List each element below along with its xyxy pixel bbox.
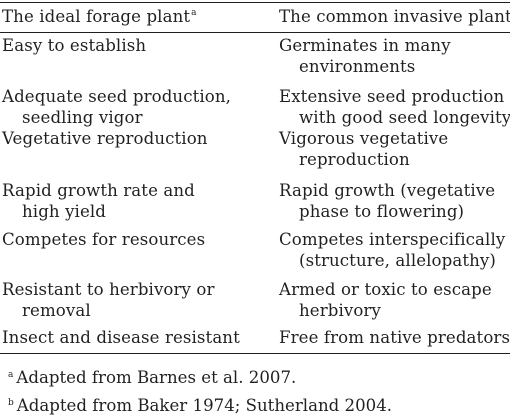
cell-line: Germinates in many xyxy=(279,36,451,55)
cell-line: Easy to establish xyxy=(2,36,147,55)
cell-line: Rapid growth (vegetative xyxy=(279,181,496,200)
table-top-rule xyxy=(0,2,510,3)
table-cell: Extensive seed production with good seed… xyxy=(279,86,510,128)
table-cell: Free from native predators xyxy=(279,327,510,348)
table-cell: Germinates in many environments xyxy=(279,35,451,77)
cell-line: Adequate seed production, xyxy=(2,87,232,106)
footnote-text: Adapted from Baker 1974; Sutherland 2004… xyxy=(16,396,393,415)
footnote-mark: b xyxy=(8,398,14,408)
cell-line-continued: removal xyxy=(22,301,91,320)
cell-line-continued: with good seed longevity xyxy=(299,108,510,127)
header-text: The ideal forage plant xyxy=(2,7,191,26)
cell-line-continued: seedling vigor xyxy=(22,108,143,127)
cell-line: Rapid growth rate and xyxy=(2,181,195,200)
cell-line: Extensive seed production xyxy=(279,87,505,106)
cell-line-continued: herbivory xyxy=(299,301,381,320)
cell-line: Free from native predators xyxy=(279,328,510,347)
table-cell: Adequate seed production, seedling vigor xyxy=(2,86,231,128)
table-cell: Rapid growth (vegetative phase to flower… xyxy=(279,180,495,222)
table-cell: Rapid growth rate and high yield xyxy=(2,180,195,222)
table-cell: Competes for resources xyxy=(2,229,205,250)
cell-line: Competes interspecifically xyxy=(279,230,506,249)
cell-line: Armed or toxic to escape xyxy=(279,280,492,299)
cell-line: Vegetative reproduction xyxy=(2,129,208,148)
footnote-text: Adapted from Barnes et al. 2007. xyxy=(16,368,297,387)
table-cell: Easy to establish xyxy=(2,35,146,56)
header-text: The common invasive plant xyxy=(279,7,510,26)
table-cell: Resistant to herbivory or removal xyxy=(2,279,215,321)
footnote-a: a Adapted from Barnes et al. 2007. xyxy=(2,367,296,388)
cell-line: Competes for resources xyxy=(2,230,206,249)
footnote-mark: a xyxy=(8,370,14,380)
footnote-marker: a xyxy=(191,8,197,18)
cell-line-continued: high yield xyxy=(22,202,107,221)
cell-line: Resistant to herbivory or xyxy=(2,280,215,299)
footnote-b: b Adapted from Baker 1974; Sutherland 200… xyxy=(2,395,392,416)
table-header-rule xyxy=(0,32,510,33)
table-cell: Vegetative reproduction xyxy=(2,128,208,149)
table-cell: Armed or toxic to escape herbivory xyxy=(279,279,492,321)
column-header-ideal-forage-plant: The ideal forage planta xyxy=(2,6,197,27)
cell-line-continued: phase to flowering) xyxy=(299,202,465,221)
table-cell: Vigorous vegetative reproduction xyxy=(279,128,448,170)
table-cell: Competes interspecifically (structure, a… xyxy=(279,229,505,271)
cell-line-continued: environments xyxy=(299,57,416,76)
table-bottom-rule xyxy=(0,353,510,354)
cell-line-continued: (structure, allelopathy) xyxy=(299,251,496,270)
cell-line: Insect and disease resistant xyxy=(2,328,240,347)
cell-line: Vigorous vegetative xyxy=(279,129,449,148)
cell-line-continued: reproduction xyxy=(299,150,410,169)
table-cell: Insect and disease resistant xyxy=(2,327,240,348)
column-header-common-invasive-plant: The common invasive plantb xyxy=(279,6,510,27)
